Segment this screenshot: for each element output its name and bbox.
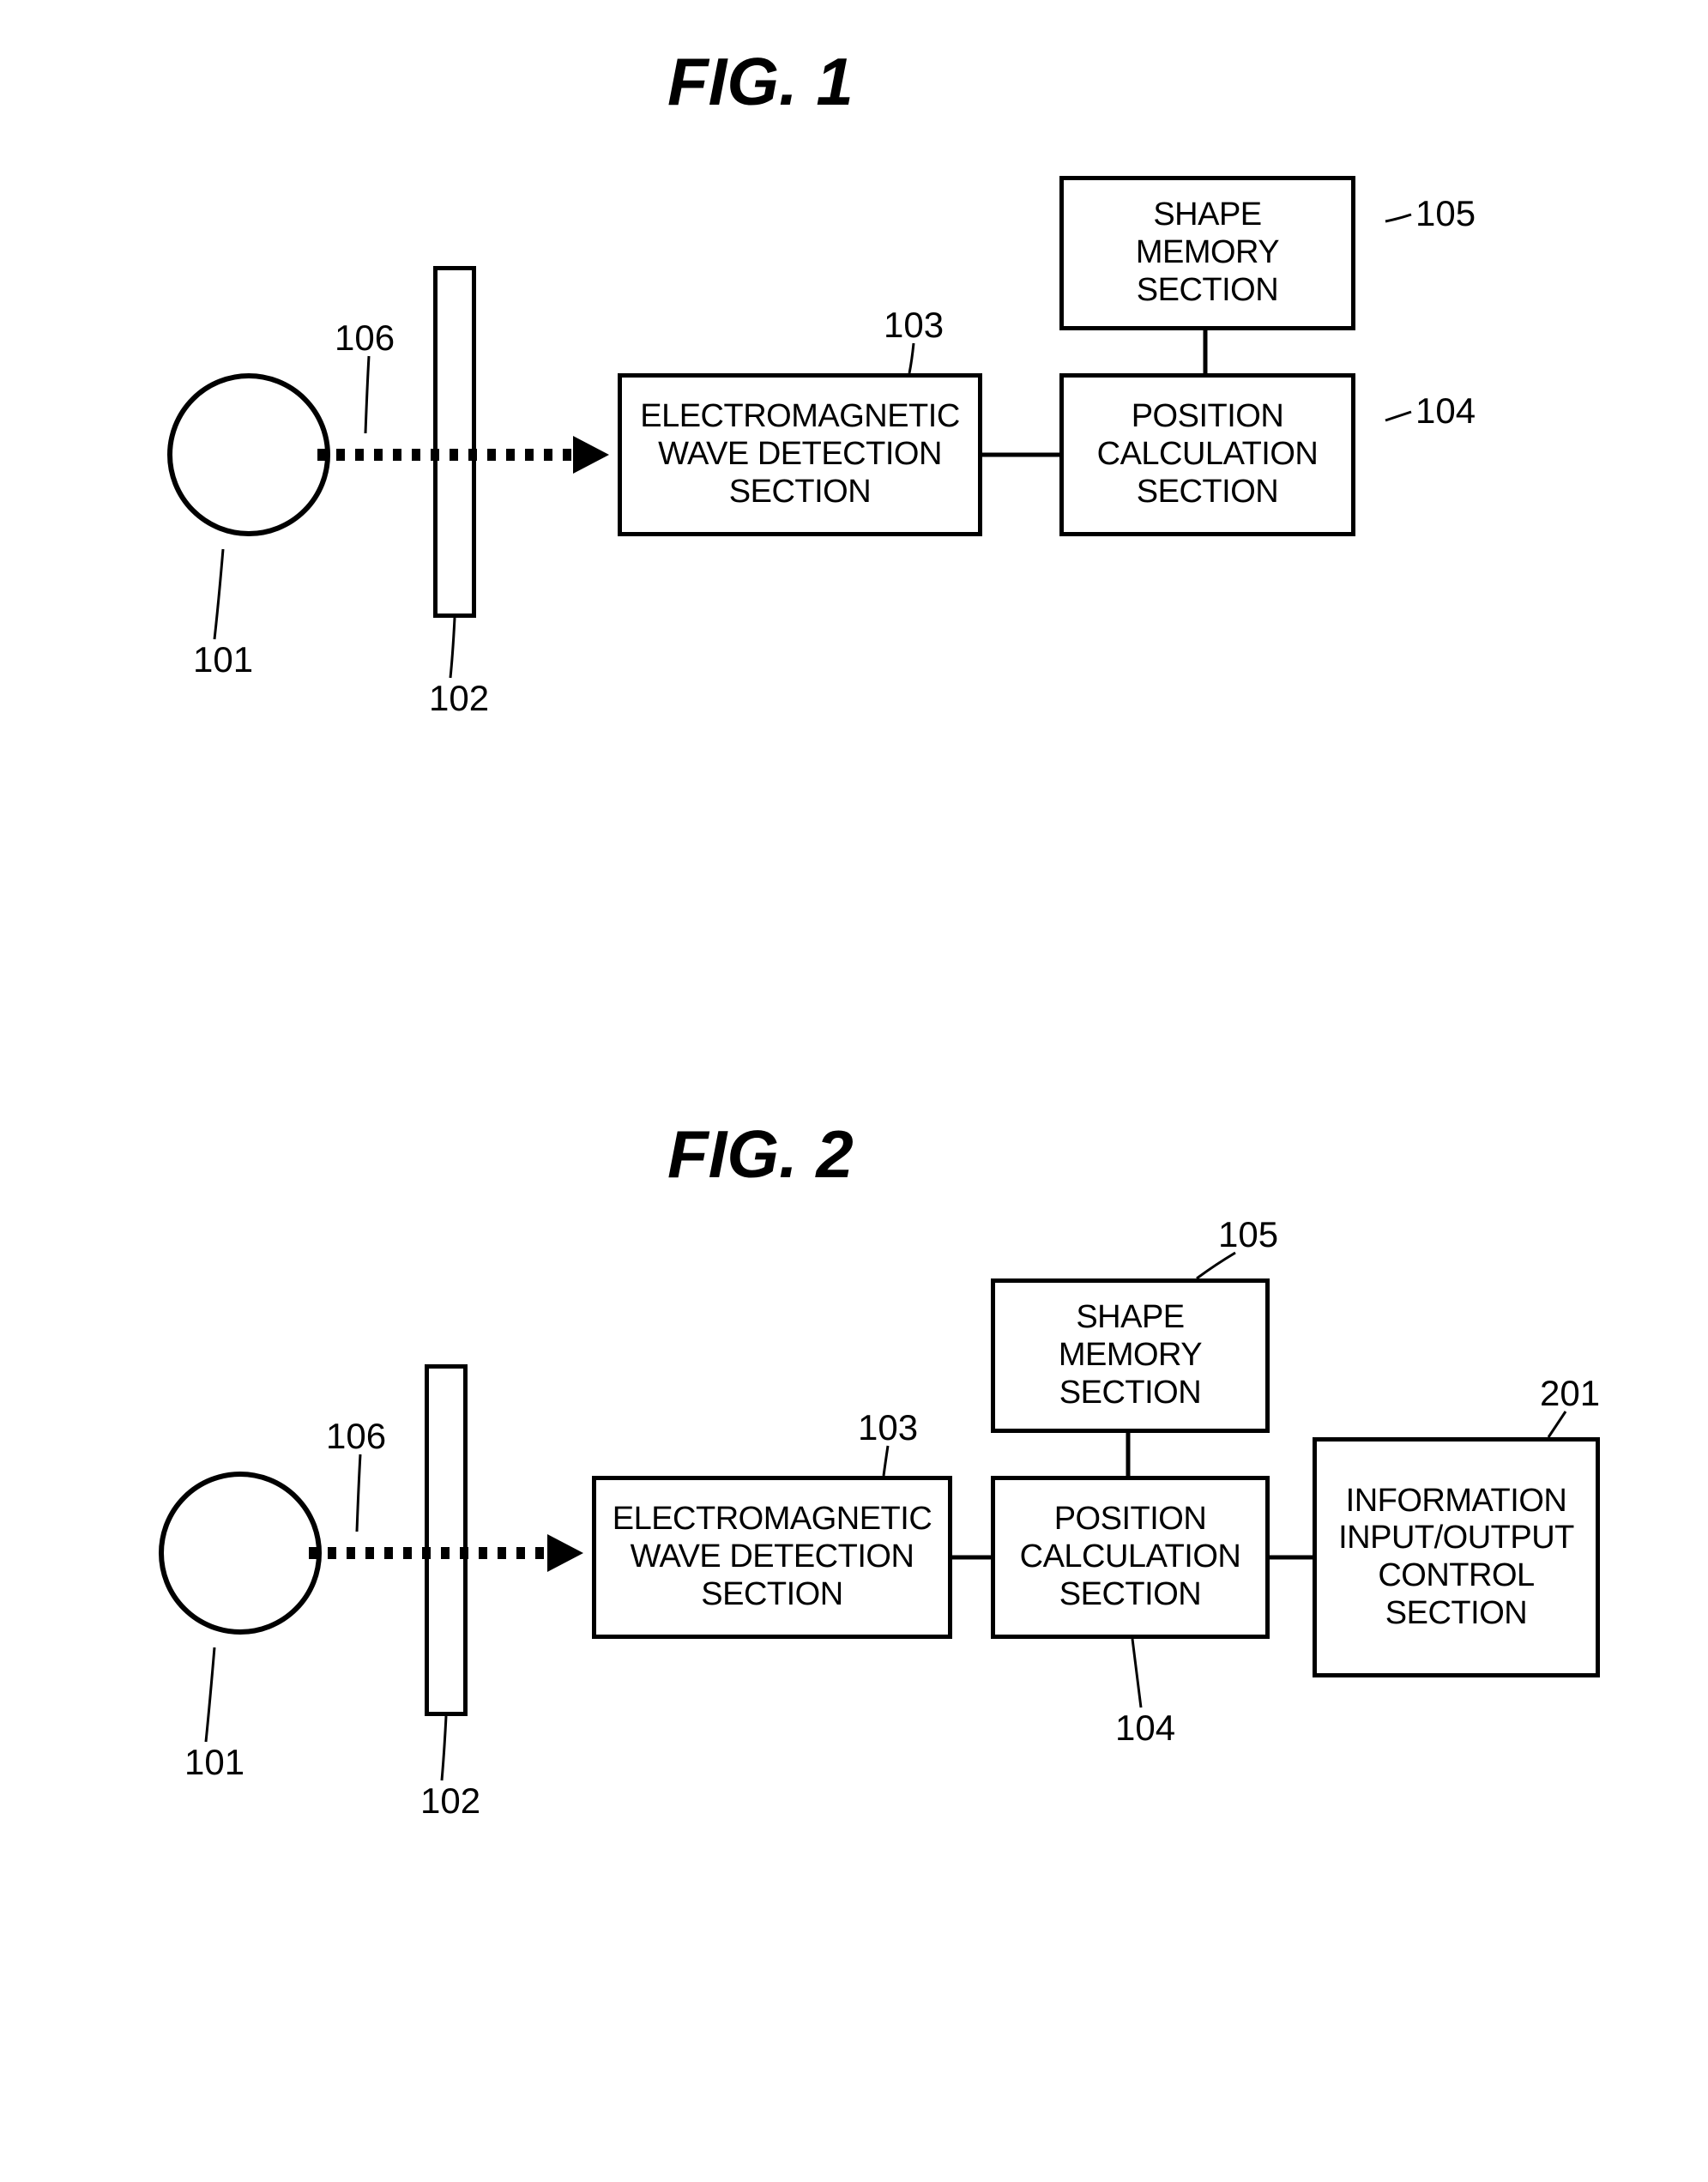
fig2-io-box: INFORMATIONINPUT/OUTPUTCONTROLSECTION (1313, 1437, 1600, 1677)
fig1-shape-label: SHAPEMEMORYSECTION (1136, 196, 1279, 309)
fig2-ref-103: 103 (858, 1407, 918, 1448)
fig2-emw-box: ELECTROMAGNETICWAVE DETECTIONSECTION (592, 1476, 952, 1639)
fig2-slab (425, 1364, 468, 1716)
connector-overlay (0, 0, 1708, 2182)
page: FIG. 1 ELECTROMAGNETICWAVE DETECTIONSECT… (0, 0, 1708, 2182)
fig1-slab (433, 266, 476, 618)
fig2-ref-101: 101 (184, 1742, 244, 1783)
fig1-emw-box: ELECTROMAGNETICWAVE DETECTIONSECTION (618, 373, 982, 536)
fig1-ref-104: 104 (1415, 390, 1476, 432)
fig2-pos-label: POSITIONCALCULATIONSECTION (1020, 1501, 1241, 1613)
fig2-head-circle (159, 1472, 322, 1635)
fig2-ref-106: 106 (326, 1416, 386, 1457)
fig1-emw-label: ELECTROMAGNETICWAVE DETECTIONSECTION (640, 398, 960, 511)
fig1-ref-106: 106 (335, 317, 395, 359)
fig2-title: FIG. 2 (667, 1115, 854, 1194)
fig2-ref-201: 201 (1540, 1373, 1600, 1414)
fig2-ref-102: 102 (420, 1780, 480, 1822)
fig1-ref-105: 105 (1415, 193, 1476, 234)
fig1-ref-103: 103 (884, 305, 944, 346)
fig1-position-box: POSITIONCALCULATIONSECTION (1059, 373, 1355, 536)
fig2-io-label: INFORMATIONINPUT/OUTPUTCONTROLSECTION (1338, 1483, 1574, 1633)
fig2-shape-box: SHAPEMEMORYSECTION (991, 1278, 1270, 1433)
fig2-shape-label: SHAPEMEMORYSECTION (1059, 1299, 1202, 1411)
fig2-ref-105: 105 (1218, 1214, 1278, 1255)
fig1-ref-102: 102 (429, 678, 489, 719)
fig2-position-box: POSITIONCALCULATIONSECTION (991, 1476, 1270, 1639)
fig2-emw-label: ELECTROMAGNETICWAVE DETECTIONSECTION (613, 1501, 932, 1613)
fig1-head-circle (167, 373, 330, 536)
fig1-pos-label: POSITIONCALCULATIONSECTION (1097, 398, 1319, 511)
fig1-shape-box: SHAPEMEMORYSECTION (1059, 176, 1355, 330)
fig2-ref-104: 104 (1115, 1708, 1175, 1749)
fig1-title: FIG. 1 (667, 43, 854, 121)
fig1-ref-101: 101 (193, 639, 253, 680)
